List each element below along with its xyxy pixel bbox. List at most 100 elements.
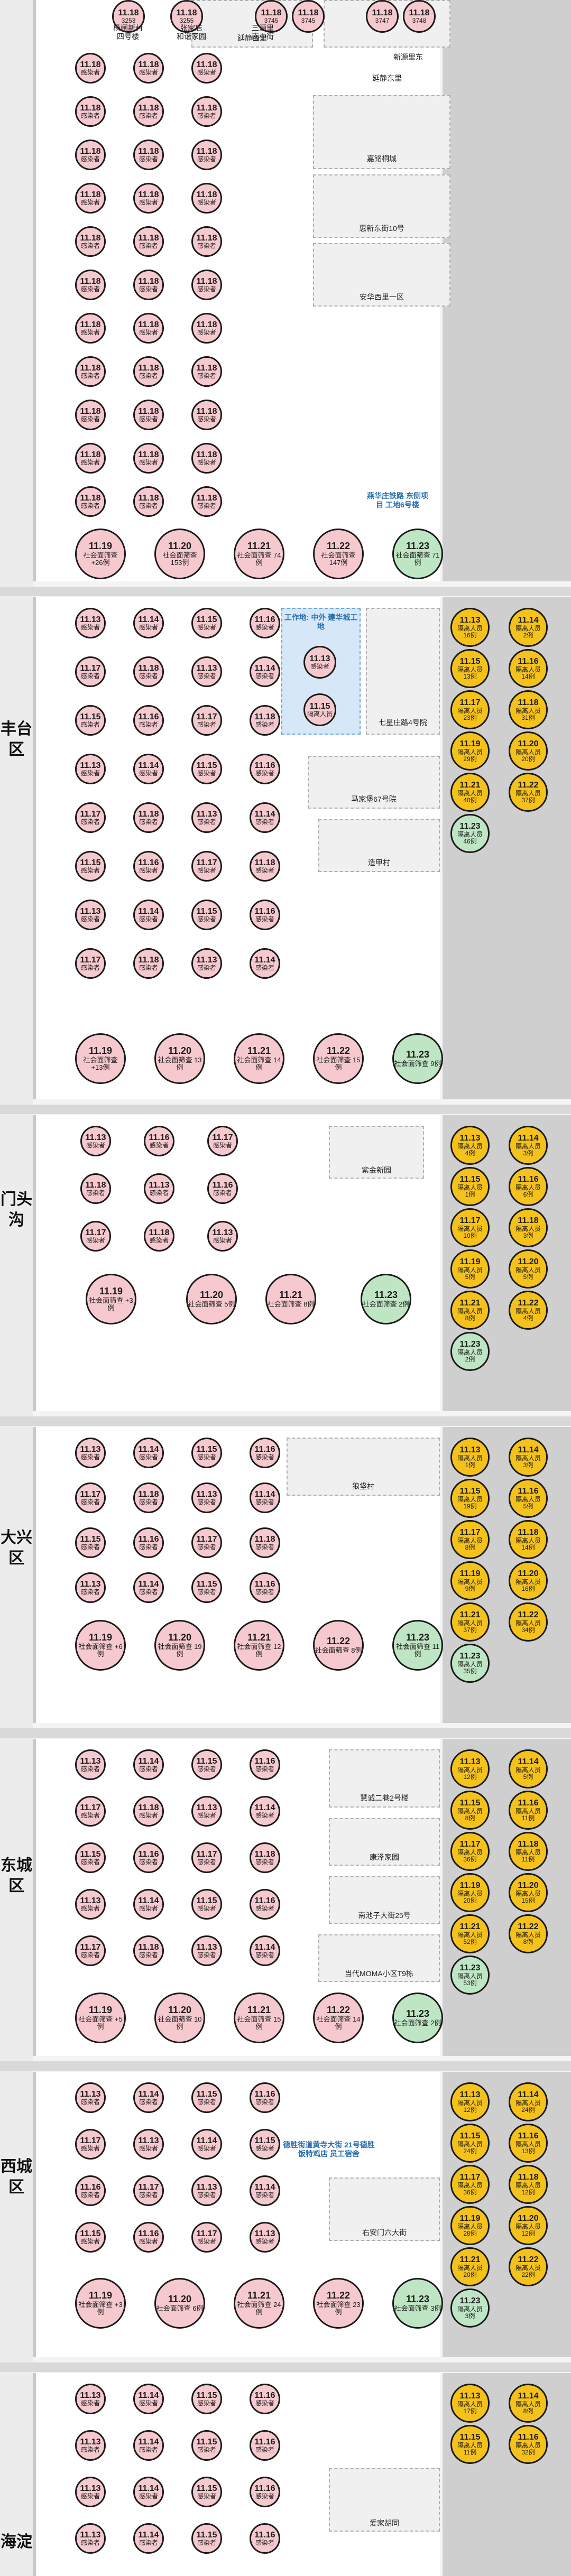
case-circle: 11.18 感染者	[250, 1527, 280, 1558]
case-circle: 11.15 感染者	[75, 1842, 106, 1873]
case-circle: 11.18 3255	[170, 0, 203, 33]
screening-circle: 11.23 社会面筛查 11例	[392, 1620, 443, 1671]
screening-circle: 11.19 社会面筛查 +6例	[75, 1620, 126, 1671]
case-circle: 11.13 感染者	[191, 2175, 222, 2206]
isolation-circle: 11.13 隔离人员 12例	[450, 2082, 490, 2121]
isolation-circle: 11.18 隔离人员 3例	[509, 1208, 548, 1247]
isolation-circle: 11.13 隔离人员 4例	[450, 1126, 490, 1165]
group-label: 南池子大街25号	[358, 1911, 411, 1920]
case-circle: 11.18 感染者	[75, 270, 106, 300]
case-circle: 11.18 感染者	[133, 400, 164, 430]
place-label: 延静东里	[372, 74, 402, 82]
isolation-circle: 11.19 隔离人员 5例	[450, 1249, 490, 1289]
case-circle: 11.17 感染者	[75, 802, 106, 833]
screening-circle: 11.21 社会面筛查 14例	[234, 1033, 284, 1084]
case-circle: 11.14 感染者	[250, 802, 280, 833]
group-area: 嘉铭桐城	[313, 95, 450, 169]
isolation-circle: 11.16 隔离人员 13例	[509, 2124, 548, 2163]
case-circle: 11.16 感染者	[133, 851, 164, 882]
case-circle: 11.15 感染者	[191, 1572, 222, 1603]
case-circle: 11.17 感染者	[80, 1221, 111, 1252]
case-circle: 11.18 感染者	[133, 53, 164, 84]
isolation-circle: 11.21 隔离人员 8例	[450, 1291, 490, 1330]
case-circle: 11.18 感染者	[80, 1173, 111, 1204]
case-circle: 11.18 感染者	[75, 356, 106, 387]
isolation-circle: 11.20 隔离人员 15例	[509, 1873, 548, 1912]
isolation-circle: 11.18 隔离人员 31例	[509, 690, 548, 729]
case-circle: 11.17 感染者	[75, 2129, 106, 2160]
section-fengtai: 工作地: 中外 建华城工地 11.13 感染者 11.15 隔离人员 七星庄路4号院…	[33, 597, 571, 1099]
case-circle: 11.14 感染者	[250, 1935, 280, 1966]
case-circle: 11.13 感染者	[75, 900, 106, 930]
case-circle: 11.18 感染者	[133, 226, 164, 257]
screening-circle: 11.20 社会面筛查 10例	[154, 1993, 205, 2043]
case-circle: 11.17 感染者	[75, 1935, 106, 1966]
case-circle: 11.18 感染者	[250, 851, 280, 882]
screening-circle: 11.19 社会面筛查 +5例	[75, 1993, 126, 2043]
case-circle: 11.16 感染者	[250, 900, 280, 930]
case-circle: 11.18 感染者	[191, 486, 222, 517]
case-circle: 11.14 感染者	[133, 1438, 164, 1468]
case-circle: 11.16 感染者	[250, 2384, 280, 2414]
screening-circle: 11.21 社会面筛查 12例	[234, 1620, 284, 1671]
case-circle: 11.18 感染者	[133, 183, 164, 214]
case-circle: 11.16 感染者	[250, 2523, 280, 2554]
case-circle: 11.13 感染者	[144, 1173, 174, 1204]
screening-circle: 11.20 社会面筛查 19例	[154, 1620, 205, 1671]
case-circle: 11.18 感染者	[75, 443, 106, 474]
case-circle: 11.13 感染者	[191, 802, 222, 833]
case-circle: 11.18 3745	[255, 0, 288, 33]
case-circle: 11.13 感染者	[75, 2082, 106, 2113]
group-label: 造甲村	[368, 858, 390, 867]
isolation-circle: 11.22 隔离人员 22例	[509, 2247, 548, 2286]
isolation-circle: 11.18 隔离人员 12例	[509, 2165, 548, 2204]
work-site-box: 工作地: 中外 建华城工地 11.13 感染者 11.15 隔离人员	[281, 608, 361, 735]
group-label: 七星庄路4号院	[379, 718, 427, 727]
case-circle: 11.18 感染者	[133, 140, 164, 170]
isolation-circle: 11.14 隔离人员 2例	[509, 608, 548, 647]
isolation-circle: 11.20 隔离人员 5例	[509, 1249, 548, 1289]
case-circle: 11.18 感染者	[133, 656, 164, 687]
isolation-circle: 11.21 隔离人员 20例	[450, 2247, 490, 2286]
case-circle: 11.16 感染者	[250, 1438, 280, 1468]
isolation-circle: 11.17 隔离人员 8例	[450, 1520, 490, 1559]
isolation-circle: 11.21 隔离人员 52例	[450, 1914, 490, 1953]
work-site-text: 燕华庄铁路 东侧项目 工地6号楼	[367, 492, 428, 509]
group-label: 右安门六大街	[362, 2228, 407, 2237]
isolation-circle: 11.13 隔离人员 1例	[450, 1438, 490, 1477]
case-circle: 11.15 感染者	[191, 754, 222, 784]
case-circle: 11.13 感染者	[250, 2222, 280, 2253]
case-circle: 11.18 感染者	[191, 96, 222, 127]
case-circle: 11.18 3745	[292, 0, 325, 33]
case-circle: 11.14 感染者	[133, 1572, 164, 1603]
case-circle: 11.15 感染者	[191, 1438, 222, 1468]
isolation-circle: 11.16 隔离人员 11例	[509, 1791, 548, 1830]
case-circle: 11.18 3747	[366, 0, 399, 33]
group-youanmen: 右安门六大街	[329, 2177, 440, 2241]
isolation-circle: 11.15 隔离人员 8例	[450, 1791, 490, 1830]
group-majia: 马家堡67号院	[308, 756, 440, 809]
case-circle: 11.15 感染者	[191, 1889, 222, 1920]
group-langfa: 狼垡村	[287, 1438, 440, 1496]
case-circle: 11.18 感染者	[133, 313, 164, 344]
isolation-circle: 11.20 隔离人员 20例	[509, 731, 548, 771]
case-circle: 11.14 感染者	[250, 2175, 280, 2206]
case-circle: 11.18 感染者	[75, 313, 106, 344]
screening-circle: 11.20 社会面筛查 153例	[154, 529, 205, 579]
case-circle: 11.14 感染者	[250, 656, 280, 687]
group-label: 康泽家园	[370, 1853, 399, 1861]
screening-circle: 11.23 社会面筛查 2例	[392, 1993, 443, 2043]
group-label: 紫金新园	[362, 1166, 391, 1174]
case-circle: 11.13 感染者	[75, 1889, 106, 1920]
case-circle: 11.13 感染者	[191, 1482, 222, 1513]
isolation-circle: 11.17 隔离人员 10例	[450, 1208, 490, 1247]
group-qixing: 七星庄路4号院	[366, 608, 440, 735]
case-circle: 11.18 感染者	[191, 140, 222, 170]
isolation-circle: 11.19 隔离人员 29例	[450, 731, 490, 771]
case-circle: 11.15 感染者	[75, 2222, 106, 2253]
isolation-circle: 11.16 隔离人员 5例	[509, 1479, 548, 1518]
screening-circle: 11.20 社会面筛查 6例	[154, 2278, 205, 2329]
case-circle: 11.13 感染者	[207, 1221, 238, 1252]
case-circle: 11.14 感染者	[250, 1482, 280, 1513]
